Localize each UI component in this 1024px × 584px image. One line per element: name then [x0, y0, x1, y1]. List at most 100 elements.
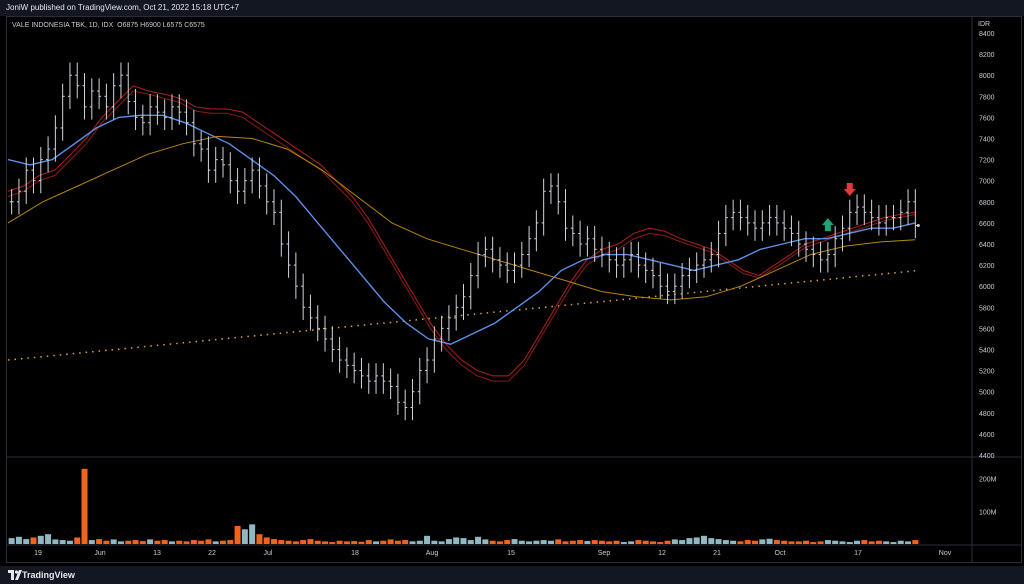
volume-bar — [176, 540, 183, 544]
price-bar — [439, 315, 444, 352]
currency-label: IDR — [978, 21, 991, 28]
price-bar — [75, 62, 80, 99]
volume-bar — [620, 542, 627, 544]
volume-bar — [110, 539, 117, 544]
volume-bar — [518, 540, 525, 544]
price-bar — [191, 110, 196, 157]
volume-bar — [198, 540, 205, 544]
price-bar — [541, 178, 546, 236]
volume-bar — [482, 539, 489, 544]
volume-bar — [154, 540, 161, 544]
volume-bar — [314, 540, 321, 544]
y-tick-label: 6200 — [979, 263, 995, 270]
price-bar — [359, 357, 364, 389]
close-value: 6575 — [189, 22, 205, 29]
volume-bar — [278, 540, 285, 544]
volume-bar — [533, 540, 540, 544]
price-bar — [548, 173, 553, 204]
x-tick-label: Sep — [598, 550, 611, 557]
open-label: O — [117, 22, 123, 29]
volume-bar — [489, 540, 496, 544]
y-tick-label: 4800 — [979, 411, 995, 418]
volume-bar — [409, 541, 416, 544]
x-tick-label: 18 — [351, 550, 359, 557]
volume-bar — [788, 541, 795, 544]
volume-bar — [817, 541, 824, 544]
volume-bar — [66, 540, 73, 544]
y-tick-label: 4400 — [979, 453, 995, 460]
volume-bar — [730, 540, 737, 544]
price-bar — [38, 146, 43, 194]
price-bar — [228, 152, 233, 194]
price-bar — [680, 262, 685, 299]
price-bar — [658, 262, 663, 299]
y-tick-label: 5200 — [979, 369, 995, 376]
price-bar — [104, 83, 109, 120]
volume-bar — [686, 538, 693, 544]
price-bar — [804, 231, 809, 262]
price-bar — [242, 168, 247, 204]
price-bar — [534, 210, 539, 252]
price-bar — [155, 94, 160, 125]
volume-bar — [30, 537, 37, 544]
volume-bar — [912, 540, 919, 544]
volume-bar — [569, 540, 576, 544]
price-bar — [490, 236, 495, 273]
volume-bar — [598, 540, 605, 544]
price-bar — [855, 194, 860, 226]
price-bar — [716, 220, 721, 268]
y-tick-label: 6400 — [979, 242, 995, 249]
volume-bar — [613, 540, 620, 544]
y-tick-label: 5600 — [979, 326, 995, 333]
publisher-text: JoniW published on TradingView.com, Oct … — [6, 3, 240, 12]
price-bar — [272, 189, 277, 226]
price-bar — [818, 241, 823, 273]
volume-bar — [8, 538, 15, 544]
price-bar — [53, 115, 58, 162]
volume-bar — [96, 539, 103, 544]
volume-bar — [139, 541, 146, 544]
volume-bar — [562, 541, 569, 544]
volume-bar — [431, 540, 438, 544]
volume-bar — [227, 540, 234, 544]
volume-bar — [752, 540, 759, 544]
volume-bar — [890, 542, 897, 544]
price-bar — [585, 226, 590, 257]
volume-bar — [88, 540, 95, 544]
chart-frame — [6, 16, 1022, 563]
price-bar — [67, 62, 72, 109]
price-bar — [60, 83, 65, 141]
price-bar — [774, 204, 779, 236]
volume-bar — [365, 540, 372, 544]
volume-bar — [271, 539, 278, 544]
price-bar — [527, 226, 532, 268]
volume-bar — [125, 540, 132, 544]
y-tick-label: 8000 — [979, 73, 995, 80]
price-bar — [264, 173, 269, 215]
price-bar — [650, 257, 655, 289]
high-label: H — [140, 22, 146, 29]
price-bar — [483, 236, 488, 268]
price-bar — [906, 189, 911, 226]
price-bar — [753, 210, 758, 241]
volume-bar — [839, 541, 846, 544]
volume-bar — [671, 539, 678, 544]
volume-bar — [635, 540, 642, 544]
price-bar — [461, 284, 466, 320]
volume-bar — [722, 540, 729, 544]
volume-bar — [373, 541, 380, 544]
volume-bar — [438, 541, 445, 544]
x-tick-label: Nov — [939, 550, 952, 557]
price-bar — [687, 257, 692, 289]
y-tick-label: 6000 — [979, 284, 995, 291]
price-bar — [701, 247, 706, 278]
price-bar — [97, 78, 102, 109]
volume-tick-label: 100M — [979, 509, 997, 516]
price-bar — [825, 241, 830, 273]
volume-bar — [59, 540, 66, 544]
volume-bar — [380, 540, 387, 544]
volume-bar — [905, 541, 912, 544]
price-bar — [665, 273, 670, 305]
price-bar — [337, 336, 342, 373]
